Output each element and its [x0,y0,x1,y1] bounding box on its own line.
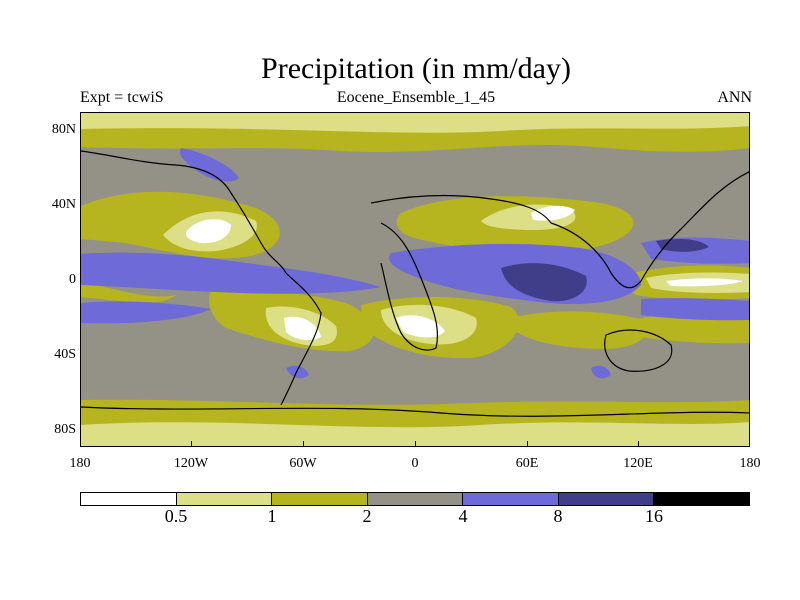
colorbar-swatch [463,493,559,505]
lat-label-40n: 40N [51,197,76,212]
colorbar-label-2: 2 [362,506,372,526]
north-precip-band-light [81,113,749,133]
colorbar-label-4: 4 [458,506,468,526]
x-tick [527,441,528,447]
south-pacific-convergence-zone [641,298,749,321]
southwest-pacific-dry-zone [641,315,749,344]
colorbar-swatch [81,493,177,505]
lon-label-120w: 120W [173,456,209,471]
south-america-minimum [284,316,321,341]
lat-label-80n: 80N [51,122,76,137]
africa-coast [380,222,439,351]
season-label: ANN [717,89,752,106]
colorbar-swatch [654,493,750,505]
eurasia-coast [370,194,552,224]
experiment-label: Expt = tcwiS [80,89,164,106]
south-precip-band-light [81,422,749,446]
ensemble-label: Eocene_Ensemble_1_45 [336,89,496,106]
colorbar-swatch [272,493,368,505]
mediterranean-minimum [531,205,575,221]
antarctica-coast [81,406,749,417]
western-pacific-minimum [666,278,743,287]
colorbar-swatch [367,493,464,505]
x-tick [749,441,750,447]
asia-coast [550,171,749,289]
lon-label-60e: 60E [515,456,539,471]
lon-label-0: 0 [411,456,419,471]
north-pacific-minimum [185,219,231,244]
australia-south-wet-spot [591,365,611,379]
southern-wet-spot [286,365,309,379]
west-pacific-maximum [656,239,709,252]
x-tick [191,441,192,447]
x-tick [303,441,304,447]
lon-label-60w: 60W [289,456,317,471]
colorbar-label-1: 1 [267,506,277,526]
colorbar-swatch [558,493,655,505]
colorbar-label-0-5: 0.5 [164,506,188,526]
lat-label-0: 0 [69,272,76,287]
north-pacific-storm-track [180,148,239,182]
x-tick [415,441,416,447]
australia-coast [604,329,673,372]
chart-title: Precipitation (in mm/day) [261,52,571,85]
equatorial-pacific-light-band [81,281,176,303]
precipitation-map [80,112,750,447]
colorbar-label-16: 16 [645,506,663,526]
lat-label-80s: 80S [54,422,76,437]
colorbar-label-8: 8 [553,506,563,526]
southern-africa-minimum [396,315,445,338]
x-tick [638,441,639,447]
lon-label-180-right: 180 [739,456,761,471]
australia-dry-zone [511,311,647,349]
indian-ocean-maximum [501,263,587,302]
colorbar [80,492,750,506]
colorbar-swatch [176,493,273,505]
itcz-east-pacific [81,252,381,294]
lat-label-40s: 40S [54,347,76,362]
south-pacific-wet-band [81,301,211,324]
lon-label-180-left: 180 [69,456,91,471]
lon-label-120e: 120E [623,456,653,471]
x-tick [80,441,81,447]
south-america-coast [280,272,322,406]
north-america-coast [81,150,287,274]
coastlines [81,150,749,417]
